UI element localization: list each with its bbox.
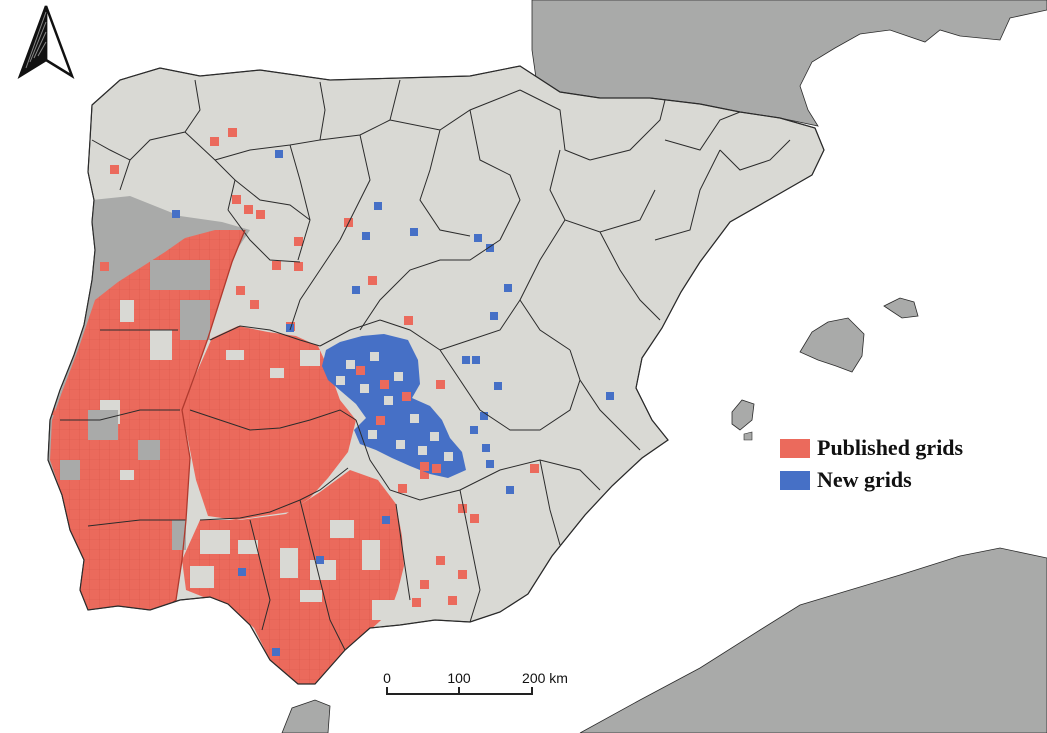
scale-label-200: 200 km: [522, 670, 568, 686]
morocco-tip: [281, 699, 331, 733]
scale-tick-0: [386, 687, 388, 695]
ibiza-island: [731, 399, 755, 431]
north-arrow-icon: [17, 5, 75, 79]
legend-item-published: Published grids: [780, 432, 963, 464]
africa-land: [579, 547, 1047, 733]
legend-item-new: New grids: [780, 464, 963, 496]
new-scatter-cells: [172, 150, 614, 656]
extremadura-published-area: [182, 326, 356, 520]
unsampled-grey-patches: [60, 260, 210, 550]
new-grid-holes: [336, 352, 453, 461]
country-border: [159, 229, 246, 613]
scale-label-0: 0: [383, 670, 391, 686]
formentera-island: [743, 431, 753, 441]
scale-label-100: 100: [447, 670, 471, 686]
scale-tick-100: [458, 687, 460, 695]
province-borders: [60, 79, 791, 651]
legend-label-published: Published grids: [817, 435, 964, 460]
mallorca-island: [799, 317, 865, 373]
new-grid-red-overlaps: [356, 366, 441, 473]
foreign-land: [281, 0, 1047, 733]
menorca-island: [883, 297, 919, 319]
scale-bar: 0 100 200 km: [383, 670, 583, 710]
scale-tick-200: [531, 687, 533, 695]
map-legend: Published grids New grids: [780, 432, 963, 496]
legend-label-new: New grids: [817, 467, 912, 492]
published-swatch: [780, 438, 810, 458]
new-swatch: [780, 470, 810, 490]
